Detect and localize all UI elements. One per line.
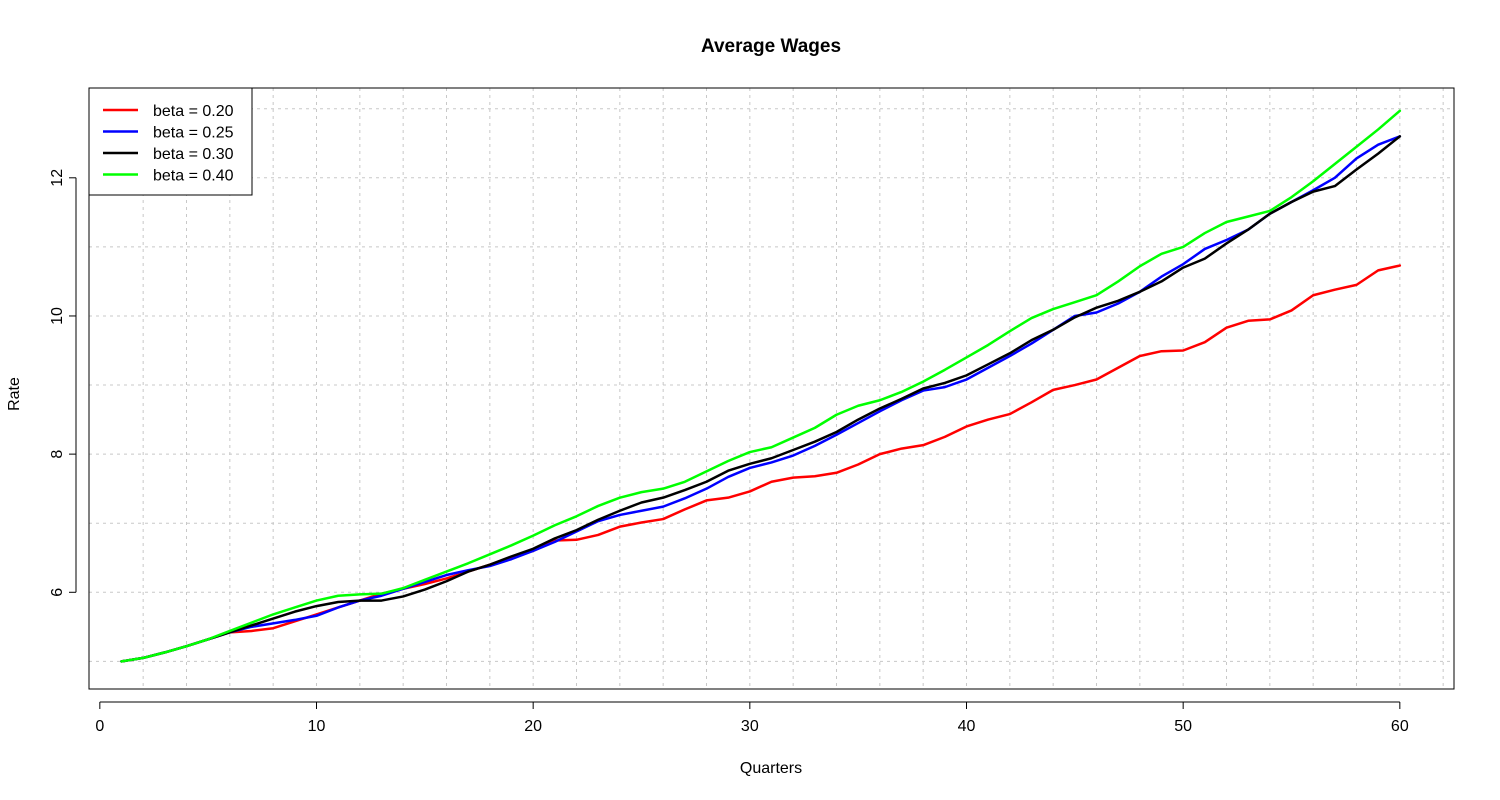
x-tick-label: 60 (1391, 718, 1409, 735)
x-tick-label: 20 (524, 718, 542, 735)
grid (89, 88, 1454, 689)
x-tick-label: 50 (1174, 718, 1192, 735)
series-line-4 (120, 109, 1402, 663)
x-axis: 0 10 20 30 40 50 60 (95, 701, 1409, 735)
x-tick-label: 10 (308, 718, 326, 735)
x-tick-label: 0 (95, 718, 104, 735)
y-tick-label: 8 (49, 450, 66, 459)
y-axis-label: Rate (6, 377, 23, 411)
y-tick-label: 10 (49, 307, 66, 325)
legend-entry: beta = 0.25 (153, 125, 234, 142)
legend-box (88, 87, 253, 196)
legend-entry: beta = 0.20 (153, 103, 234, 120)
series-line-2 (120, 135, 1402, 663)
legend-entry: beta = 0.30 (153, 146, 234, 163)
y-axis: 6 8 10 12 (49, 169, 77, 597)
y-tick-label: 12 (49, 169, 66, 187)
x-tick-label: 30 (741, 718, 759, 735)
x-axis-label: Quarters (740, 760, 802, 777)
legend-entry: beta = 0.40 (153, 168, 234, 185)
x-tick-label: 40 (958, 718, 976, 735)
legend: beta = 0.20 beta = 0.25 beta = 0.30 beta = … (88, 87, 253, 196)
y-tick-label: 6 (49, 588, 66, 597)
series-line-3 (120, 135, 1402, 663)
series-lines (120, 109, 1402, 663)
chart-title: Average Wages (701, 36, 841, 57)
plot-frame (88, 87, 1455, 690)
